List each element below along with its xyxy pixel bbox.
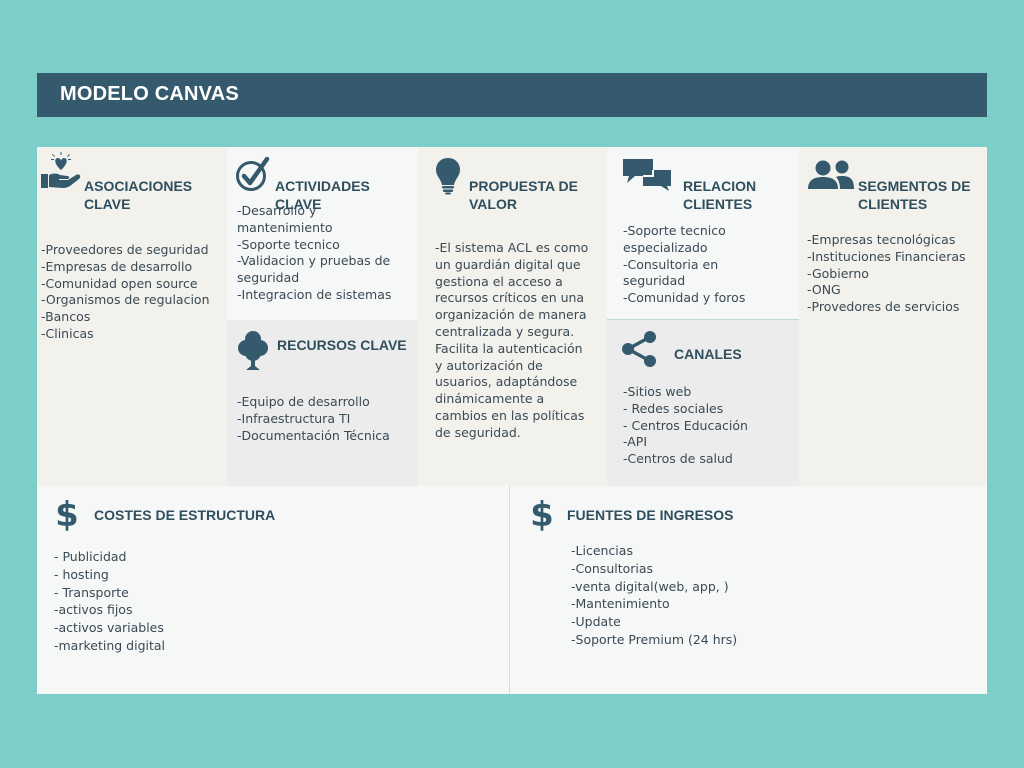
list-item: -Soporte tecnico [237,236,340,252]
actividades-panel: ACTIVIDADES CLAVE -Desarrollo y mantenim… [227,147,418,320]
list-item: -Provedores de servicios [807,299,960,315]
list-item: -Consultoria en seguridad [623,256,719,289]
canales-list: -Sitios web - Redes sociales - Centros E… [623,384,748,468]
recursos-list: -Equipo de desarrollo -Infraestructura T… [237,394,390,444]
relacion-panel: RELACION CLIENTES -Soporte tecnico espec… [607,147,799,320]
fuentes-heading: FUENTES DE INGRESOS [567,507,734,523]
relacion-heading: RELACION CLIENTES [683,178,757,212]
list-item: -Proveedores de seguridad [41,242,209,257]
list-item: -Centros de salud [623,451,733,467]
share-icon [621,330,659,368]
list-item: -Gobierno [807,265,869,281]
list-item: -Validacion y pruebas de seguridad [237,253,391,286]
list-item: -Soporte Premium (24 hrs) [571,631,738,647]
list-item: - Transporte [54,584,129,600]
recursos-panel: RECURSOS CLAVE -Equipo de desarrollo -In… [227,320,418,486]
list-item: -Infraestructura TI [237,410,351,426]
list-item: -Documentación Técnica [237,427,390,443]
list-item: -API [623,434,648,450]
canales-panel: CANALES -Sitios web - Redes sociales - C… [607,320,799,486]
list-item: -Bancos [41,309,91,325]
list-item: - hosting [54,566,109,582]
list-item: - Publicidad [54,549,127,564]
list-item: -venta digital(web, app, ) [571,578,729,594]
dollar-icon: $ [54,496,80,532]
segmentos-panel: SEGMENTOS DE CLIENTES -Empresas tecnológ… [799,147,987,486]
propuesta-text: -El sistema ACL es como un guardián digi… [435,240,589,440]
asociaciones-panel: ASOCIACIONES CLAVE -Proveedores de segur… [37,147,227,486]
svg-text:$: $ [55,496,79,532]
list-item: - Centros Educación [623,417,748,433]
chat-bubbles-icon [621,157,673,191]
lightbulb-icon [435,157,461,195]
segmentos-list: -Empresas tecnológicas -Instituciones Fi… [807,232,966,316]
list-item: -Clinicas [41,325,94,341]
page-title: MODELO CANVAS [60,83,239,105]
canvas-header: MODELO CANVAS [37,73,987,117]
list-item: -Licencias [571,543,633,558]
list-item: -activos fijos [54,602,133,618]
list-item: -Desarrollo y mantenimiento [237,203,333,235]
list-item: -Empresas de desarrollo [41,258,193,274]
list-item: -Empresas tecnológicas [807,232,956,247]
list-item: -Equipo de desarrollo [237,394,370,409]
svg-text:$: $ [530,496,554,532]
list-item: -ONG [807,282,841,298]
list-item: -Organismos de regulacion [41,292,210,308]
list-item: -Instituciones Financieras [807,248,966,264]
actividades-heading: ACTIVIDADES CLAVE [275,178,370,212]
list-item: -Sitios web [623,384,692,399]
list-item: -activos variables [54,620,164,636]
list-item: -Update [571,614,621,630]
costes-list: - Publicidad - hosting - Transporte -act… [54,548,165,655]
asociaciones-heading: ASOCIACIONES CLAVE [84,178,193,212]
recursos-heading: RECURSOS CLAVE [277,337,407,353]
asociaciones-list: -Proveedores de seguridad -Empresas de d… [41,242,210,343]
relacion-list: -Soporte tecnico especializado -Consulto… [623,223,745,307]
tree-icon [238,330,268,372]
bottom-divider [509,486,510,694]
costes-panel: $ COSTES DE ESTRUCTURA - Publicidad - ho… [37,486,509,694]
list-item: -Comunidad y foros [623,290,746,306]
people-icon [807,159,855,191]
relacion-canales-divider [607,319,799,320]
actividades-list: -Desarrollo y mantenimiento -Soporte tec… [237,203,391,304]
fuentes-panel: $ FUENTES DE INGRESOS -Licencias -Consul… [509,486,987,694]
list-item: -marketing digital [54,637,166,653]
list-item: -Mantenimiento [571,596,670,612]
fuentes-list: -Licencias -Consultorias -venta digital(… [571,542,737,649]
list-item: -Soporte tecnico especializado [623,223,726,255]
hand-heart-icon [40,152,82,192]
list-item: -Integracion de sistemas [237,286,392,302]
costes-heading: COSTES DE ESTRUCTURA [94,507,276,523]
check-circle-icon [235,157,271,193]
dollar-icon: $ [529,496,555,532]
propuesta-heading: PROPUESTA DE VALOR [469,178,578,212]
propuesta-panel: PROPUESTA DE VALOR -El sistema ACL es co… [418,147,607,486]
canales-heading: CANALES [674,346,742,362]
list-item: -Comunidad open source [41,275,198,291]
segmentos-heading: SEGMENTOS DE CLIENTES [858,178,971,212]
list-item: - Redes sociales [623,400,724,416]
list-item: -Consultorias [571,560,654,576]
